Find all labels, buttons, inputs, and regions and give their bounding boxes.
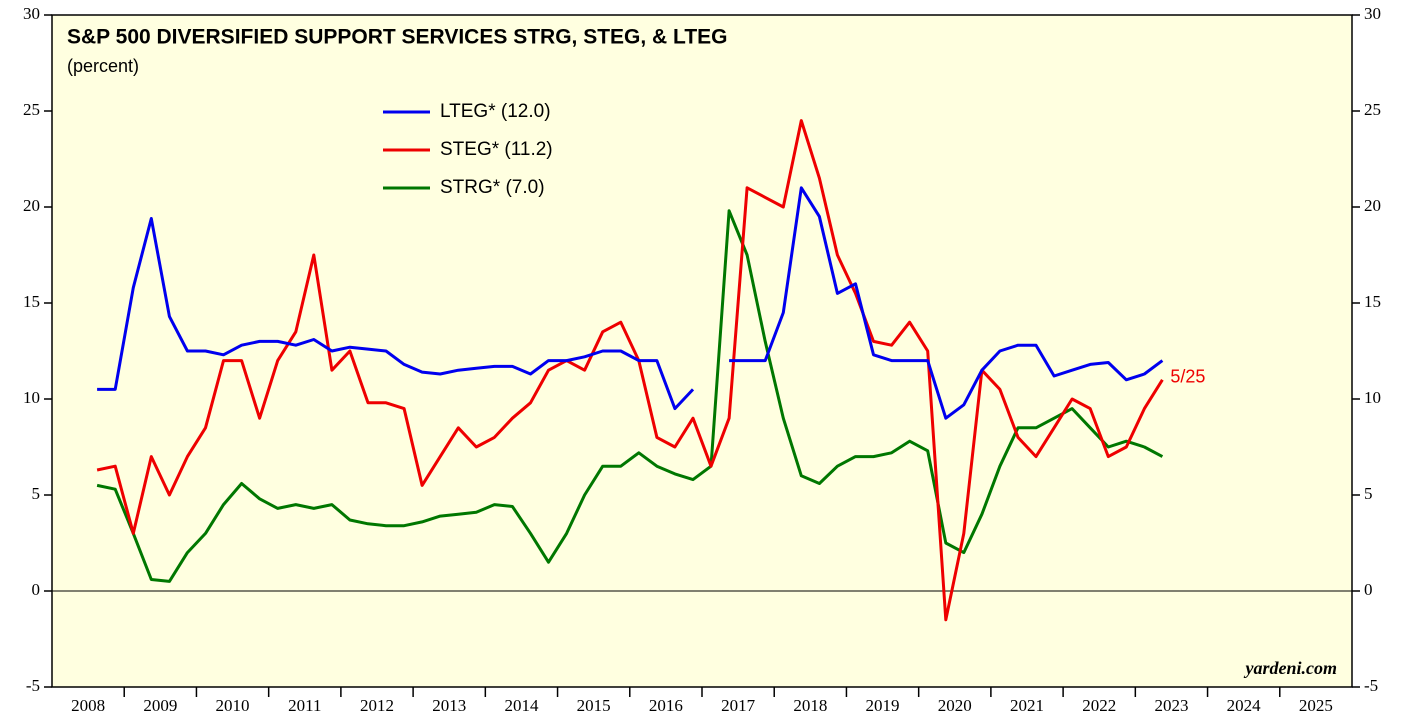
x-tick-label: 2012 bbox=[360, 696, 394, 715]
y-tick-label: 10 bbox=[23, 388, 40, 407]
source: yardeni.com bbox=[1244, 658, 1338, 678]
x-tick-label: 2020 bbox=[938, 696, 972, 715]
y2-tick-label: 20 bbox=[1364, 196, 1381, 215]
x-tick-label: 2019 bbox=[866, 696, 900, 715]
series-line bbox=[96, 209, 1164, 583]
series-line bbox=[97, 186, 1164, 420]
x-tick-label: 2010 bbox=[216, 696, 250, 715]
x-tick-label: 2024 bbox=[1227, 696, 1262, 715]
y2-tick-label: -5 bbox=[1364, 676, 1378, 695]
y-tick-label: 25 bbox=[23, 100, 40, 119]
y-tick-label: 30 bbox=[23, 4, 40, 23]
legend-label: STRG* (7.0) bbox=[440, 177, 545, 198]
y2-tick-label: 0 bbox=[1364, 580, 1373, 599]
y2-tick-label: 25 bbox=[1364, 100, 1381, 119]
y-tick-label: 15 bbox=[23, 292, 40, 311]
x-tick-label: 2021 bbox=[1010, 696, 1044, 715]
y2-tick-label: 5 bbox=[1364, 484, 1373, 503]
y-tick-label: 0 bbox=[32, 580, 41, 599]
y2-tick-label: 15 bbox=[1364, 292, 1381, 311]
y-tick-label: 5 bbox=[32, 484, 41, 503]
x-tick-label: 2017 bbox=[721, 696, 756, 715]
x-tick-label: 2025 bbox=[1299, 696, 1333, 715]
plot-area bbox=[51, 14, 1353, 688]
x-tick-label: 2015 bbox=[577, 696, 611, 715]
x-tick-label: 2008 bbox=[71, 696, 105, 715]
x-tick-label: 2014 bbox=[504, 696, 539, 715]
x-tick-label: 2018 bbox=[793, 696, 827, 715]
x-tick-label: 2009 bbox=[143, 696, 177, 715]
chart-subtitle: (percent) bbox=[67, 56, 139, 76]
series-line bbox=[96, 119, 1164, 622]
y-tick-label: -5 bbox=[26, 676, 40, 695]
chart-title: S&P 500 DIVERSIFIED SUPPORT SERVICES STR… bbox=[67, 26, 728, 49]
x-tick-label: 2023 bbox=[1154, 696, 1188, 715]
y2-tick-label: 10 bbox=[1364, 388, 1381, 407]
legend-label: LTEG* (12.0) bbox=[440, 101, 551, 122]
x-tick-label: 2016 bbox=[649, 696, 683, 715]
y2-tick-label: 30 bbox=[1364, 4, 1381, 23]
x-tick-label: 2011 bbox=[288, 696, 321, 715]
x-tick-label: 2022 bbox=[1082, 696, 1116, 715]
y-tick-label: 20 bbox=[23, 196, 40, 215]
legend-label: STEG* (11.2) bbox=[440, 139, 553, 160]
annotation: 5/25 bbox=[1170, 367, 1205, 387]
x-tick-label: 2013 bbox=[432, 696, 466, 715]
